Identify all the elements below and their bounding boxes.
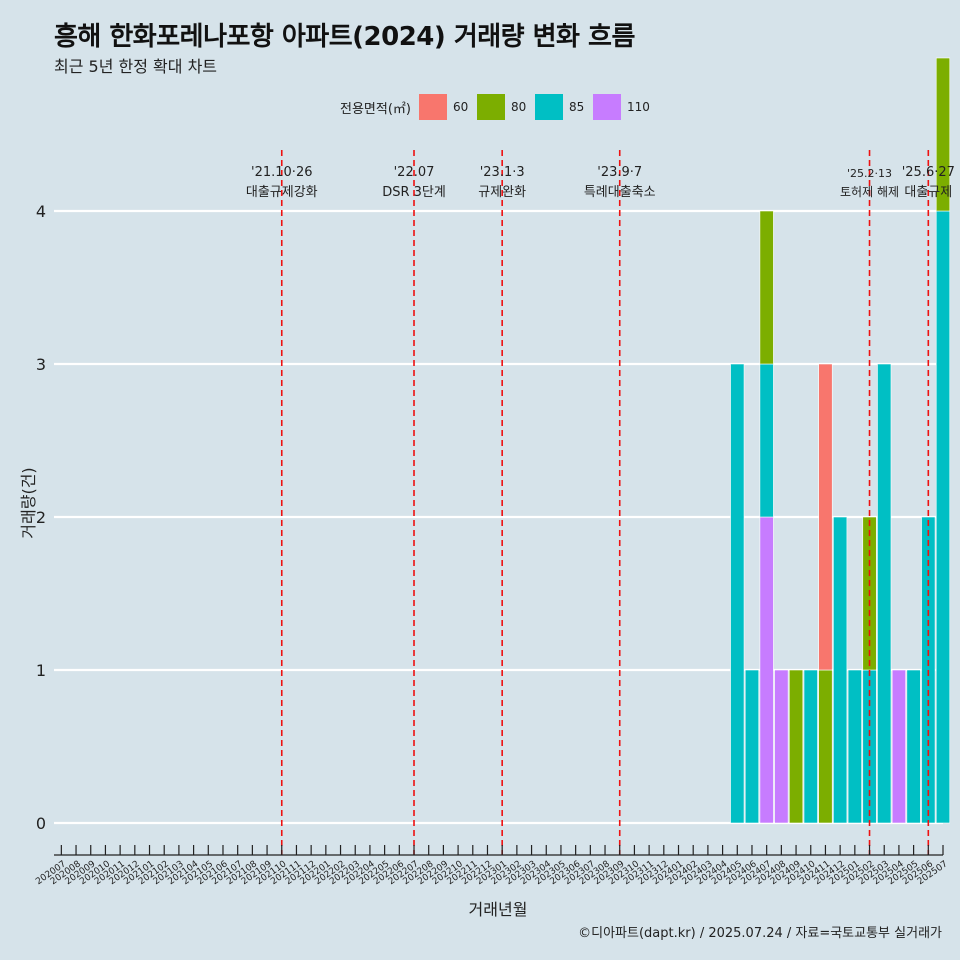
event-label-202207: DSR 3단계 <box>382 185 446 200</box>
event-label-202301: 규제완화 <box>478 185 526 200</box>
legend-item-85: 85 <box>534 94 593 120</box>
bar-202507-80 <box>935 57 951 212</box>
chart-subtitle: 최근 5년 한정 확대 차트 <box>54 57 218 76</box>
bar-202412-85 <box>833 516 848 824</box>
y-tick-label: 1 <box>36 661 46 680</box>
y-tick-label: 3 <box>36 355 46 374</box>
event-label-202110: 대출규제강화 <box>246 185 318 200</box>
legend-label-80: 80 <box>510 100 527 114</box>
event-label-202506: 대출규제 <box>904 185 952 200</box>
y-tick-label: 4 <box>36 202 46 221</box>
legend-item-80: 80 <box>476 94 535 120</box>
bar-202503-85 <box>877 363 892 824</box>
chart-title: 흥해 한화포레나포항 아파트(2024) 거래량 변화 흐름 <box>54 22 635 52</box>
bar-202507-85 <box>935 210 951 824</box>
y-axis-label: 거래량(건) <box>19 467 38 538</box>
bar-202406-85 <box>744 669 760 824</box>
legend-label-110: 110 <box>626 100 650 114</box>
y-tick-label: 0 <box>36 814 46 833</box>
bar-202407-85 <box>759 363 774 518</box>
x-axis-label: 거래년월 <box>469 900 528 919</box>
event-date-202301: '23.1·3 <box>480 165 525 180</box>
bar-202505-85 <box>906 669 921 824</box>
bar-202504-110 <box>891 669 906 824</box>
bar-202409-80 <box>788 669 804 824</box>
event-label-202309: 특례대출축소 <box>584 185 656 200</box>
bar-202407-80 <box>759 210 774 365</box>
y-tick-label: 2 <box>36 508 46 527</box>
legend: 전용면적(㎡) 60 80 85 110 <box>340 93 651 121</box>
event-label-202502: 토허제 해제 <box>840 185 899 199</box>
event-lines: '21.10·26 대출규제강화 '22.07 DSR 3단계 '23.1·3 규제완화 '… <box>246 150 955 855</box>
legend-item-60: 60 <box>418 94 477 120</box>
legend-title: 전용면적(㎡) <box>340 101 411 117</box>
event-date-202309: '23.9·7 <box>597 165 642 180</box>
bar-202405-85 <box>730 363 745 824</box>
bar-202410-85 <box>803 669 818 824</box>
legend-swatch-80 <box>476 94 505 120</box>
bars <box>730 57 951 824</box>
event-date-202110: '21.10·26 <box>251 165 312 180</box>
event-date-202207: '22.07 <box>394 165 435 180</box>
caption: ©디아파트(dapt.kr) / 2025.07.24 / 자료=국토교통부 실… <box>578 926 942 941</box>
event-date-202502: '25.2·13 <box>847 167 892 180</box>
legend-label-60: 60 <box>452 100 469 114</box>
bar-202411-80 <box>818 669 833 824</box>
bar-202411-60 <box>818 363 833 671</box>
legend-label-85: 85 <box>568 100 585 114</box>
legend-swatch-110 <box>592 94 621 120</box>
bar-202501-85 <box>847 669 862 824</box>
bar-202408-110 <box>774 669 789 824</box>
legend-item-110: 110 <box>592 94 651 120</box>
bar-202407-110 <box>759 516 774 824</box>
legend-swatch-85 <box>534 94 563 120</box>
event-date-202506: '25.6·27 <box>902 165 955 180</box>
legend-swatch-60 <box>418 94 447 120</box>
